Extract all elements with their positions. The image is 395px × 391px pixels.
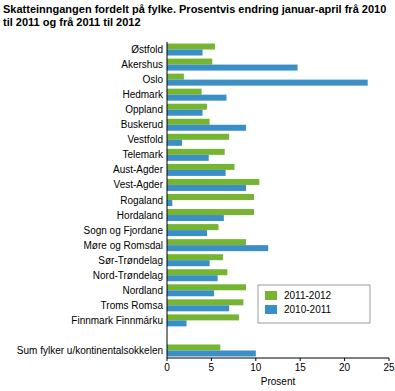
bar [167,170,226,176]
bar [167,65,298,71]
bar [167,239,246,245]
category-label: Rogaland [120,195,163,206]
bar [167,314,239,320]
bar [167,125,246,131]
bar [167,74,184,80]
category-label: Østfold [131,44,163,55]
bar [167,260,210,266]
category-label: Aust-Agder [113,164,164,175]
category-label: Akershus [121,59,163,70]
title: Skatteinngangen fordelt på fylke. Prosen… [3,3,386,28]
legend-swatch [265,291,277,300]
x-axis-label: Prosent [261,376,296,387]
tick [300,358,301,361]
tick [167,358,168,361]
category-label: Sum fylker u/kontinentalsokkelen [17,345,163,356]
category-label: Sogn og Fjordane [83,225,163,236]
bar [167,269,227,275]
bar [167,245,268,251]
category-label: Hedmark [122,89,164,100]
bar [167,80,368,86]
bar [167,290,214,296]
bar [167,179,259,185]
bar [167,224,219,230]
bar [167,320,187,326]
category-label: Telemark [122,149,164,160]
bar [167,230,207,236]
legend-label: 2010-2011 [284,304,332,315]
legend-label: 2011-2012 [284,290,332,301]
category-label: Vestfold [127,134,163,145]
bar [167,89,202,95]
category-label: Oppland [125,104,163,115]
tick-label: 0 [164,362,170,373]
bar [167,194,254,200]
category-label: Buskerud [121,119,163,130]
tick-label: 25 [383,362,395,373]
tick [255,358,256,361]
bar [167,149,225,155]
category-label: Oslo [142,74,163,85]
category-label: Sør-Trøndelag [98,255,163,266]
tick [344,358,345,361]
tick-label: 5 [209,362,215,373]
bar [167,275,218,281]
category-label: Finnmark Finnmárku [71,315,163,326]
bar [167,215,224,221]
category-label: Møre og Romsdal [84,240,163,251]
bar [167,50,203,56]
bar [167,110,203,116]
bar [167,134,229,140]
bar [167,119,210,125]
category-label: Vest-Agder [114,179,164,190]
x-axis [167,358,389,359]
tick-label: 20 [339,362,351,373]
bar [167,305,229,311]
bar [167,299,243,305]
bar [167,200,172,206]
legend-swatch [265,305,277,314]
bar [167,155,209,161]
chart: Skatteinngangen fordelt på fylke. Prosen… [0,0,395,391]
title-line: Skatteinngangen fordelt på fylke. Prosen… [3,3,386,15]
bar [167,185,246,191]
bar [167,44,215,50]
title-line: til 2011 og frå 2011 til 2012 [3,16,141,28]
bar [167,350,256,356]
tick-label: 15 [295,362,307,373]
category-label: Hordaland [117,210,163,221]
legend-box [258,285,370,323]
y-axis [167,42,168,358]
bar [167,140,182,146]
bar [167,59,212,65]
bar [167,254,223,260]
bar [167,209,254,215]
category-label: Nord-Trøndelag [93,270,163,281]
tick [211,358,212,361]
bar [167,104,207,110]
tick-label: 10 [250,362,262,373]
bar [167,95,226,101]
tick [389,358,390,361]
bar [167,284,246,290]
bar [167,344,220,350]
bar [167,164,234,170]
category-label: Nordland [122,285,163,296]
category-label: Troms Romsa [101,300,164,311]
